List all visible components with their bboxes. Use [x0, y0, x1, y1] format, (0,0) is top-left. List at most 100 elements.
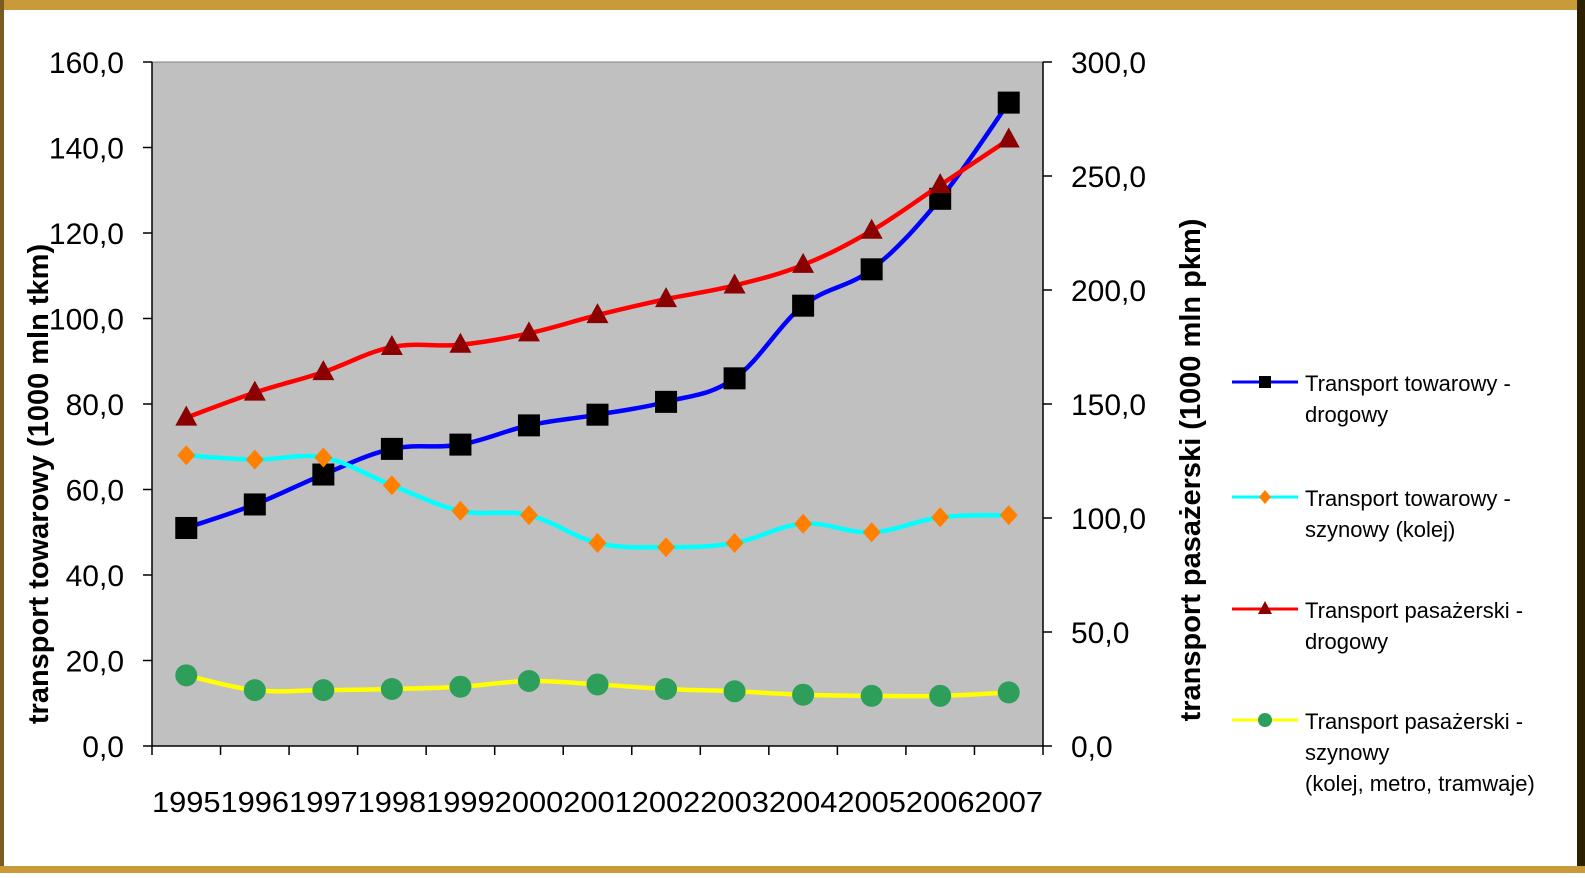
data-point-diamond — [314, 447, 333, 468]
data-point-triangle — [997, 127, 1020, 148]
data-point-circle — [312, 679, 335, 702]
data-point-circle — [792, 683, 815, 706]
data-point-circle — [517, 670, 540, 693]
series-3 — [175, 127, 1020, 426]
data-point-triangle — [175, 405, 198, 426]
data-point-triangle — [655, 287, 678, 308]
frame-right-bar — [1577, 0, 1585, 873]
data-point-triangle — [792, 252, 815, 273]
y-left-tick-label: 20,0 — [66, 646, 124, 679]
legend-entry-3: Transport pasażerski - drogowy — [1232, 598, 1523, 654]
data-point-circle — [175, 664, 198, 687]
data-point-circle — [860, 684, 883, 707]
y-left-tick-label: 80,0 — [66, 389, 124, 422]
frame-top-bar — [0, 0, 1585, 10]
y-right-tick-label: 50,0 — [1071, 617, 1129, 650]
data-point-diamond — [177, 445, 196, 466]
x-tick-label: 1998 — [358, 787, 427, 819]
data-point-circle — [243, 679, 266, 702]
data-point-square — [380, 437, 403, 460]
legend-label: drogowy — [1305, 629, 1388, 654]
y-left-tick-label: 0,0 — [82, 731, 124, 764]
x-tick-label: 1996 — [221, 787, 290, 819]
data-point-diamond — [862, 522, 881, 543]
y-right-axis-label: transport pasażerski (1000 mln pkm) — [1175, 219, 1207, 722]
x-tick-label: 2005 — [837, 787, 906, 819]
data-point-diamond — [588, 532, 607, 553]
series-1 — [175, 91, 1020, 539]
data-point-triangle — [723, 273, 746, 294]
x-tick-label: 2001 — [563, 787, 632, 819]
data-point-circle — [655, 678, 678, 700]
y-left-tick-label: 100,0 — [49, 304, 124, 337]
data-point-diamond — [519, 505, 538, 526]
legend-label: Transport pasażerski - — [1305, 709, 1523, 734]
data-point-triangle — [860, 218, 883, 239]
legend-marker — [1259, 490, 1271, 504]
legend-label: Transport towarowy - — [1305, 371, 1511, 396]
data-point-square — [517, 414, 540, 437]
legend-label: szynowy (kolej) — [1305, 517, 1455, 542]
data-point-diamond — [245, 449, 264, 470]
y-left-tick-label: 60,0 — [66, 475, 124, 508]
x-tick-label: 2004 — [769, 787, 838, 819]
y-right-tick-label: 300,0 — [1071, 47, 1146, 80]
legend-entry-4: Transport pasażerski - szynowy (kolej, met… — [1232, 709, 1535, 796]
series-2 — [177, 445, 1018, 558]
legend-entry-1: Transport towarowy - drogowy — [1232, 371, 1511, 427]
data-point-diamond — [794, 513, 813, 534]
y-right-tick-label: 0,0 — [1071, 731, 1113, 764]
data-point-diamond — [382, 475, 401, 496]
data-point-circle — [997, 681, 1020, 704]
frame-bottom-bar — [0, 866, 1585, 873]
data-point-square — [929, 187, 952, 210]
data-point-diamond — [451, 500, 470, 521]
data-point-triangle — [449, 332, 472, 353]
legend-entry-2: Transport towarowy - szynowy (kolej) — [1232, 486, 1511, 542]
x-tick-label: 1995 — [152, 787, 221, 819]
y-right-tick-label: 200,0 — [1071, 275, 1146, 308]
data-point-triangle — [243, 380, 266, 401]
data-point-square — [655, 390, 678, 413]
series-4 — [175, 664, 1020, 707]
y-left-tick-label: 120,0 — [49, 218, 124, 251]
data-point-square — [312, 463, 335, 486]
data-point-diamond — [657, 537, 676, 558]
x-tick-label: 2006 — [906, 787, 975, 819]
legend-marker — [1259, 376, 1271, 388]
series-layer — [175, 91, 1020, 707]
y-left-axis-label: transport towarowy (1000 mln tkm) — [23, 244, 55, 724]
data-point-triangle — [517, 321, 540, 342]
y-right-tick-label: 150,0 — [1071, 389, 1146, 422]
legend-label: Transport towarowy - — [1305, 486, 1511, 511]
data-point-square — [449, 433, 472, 456]
x-tick-label: 2000 — [495, 787, 564, 819]
legend-marker — [1258, 601, 1272, 614]
data-point-circle — [380, 678, 403, 700]
axes-layer: 0,0 20,0 40,0 60,0 80,0 100,0 120,0 140,0 160,0 0… — [49, 47, 1146, 819]
legend-label: szynowy — [1305, 740, 1389, 765]
data-point-square — [243, 493, 266, 516]
data-point-square — [175, 516, 198, 539]
x-tick-label: 2003 — [700, 787, 769, 819]
x-tick-label: 1999 — [426, 787, 495, 819]
legend-label: Transport pasażerski - — [1305, 598, 1523, 623]
data-point-circle — [586, 673, 609, 696]
y-right-tick-label: 100,0 — [1071, 503, 1146, 536]
data-point-circle — [929, 684, 952, 707]
legend-label: (kolej, metro, tramwaje) — [1305, 771, 1535, 796]
frame-left-bar — [0, 0, 4, 873]
data-point-diamond — [725, 532, 744, 553]
legend-marker — [1258, 713, 1272, 727]
y-left-tick-label: 140,0 — [49, 133, 124, 166]
data-point-square — [586, 403, 609, 426]
data-point-triangle — [929, 173, 952, 194]
data-point-square — [723, 367, 746, 390]
y-left-tick-label: 160,0 — [49, 47, 124, 80]
data-point-triangle — [586, 303, 609, 324]
y-left-tick-label: 40,0 — [66, 560, 124, 593]
data-point-triangle — [312, 360, 335, 381]
